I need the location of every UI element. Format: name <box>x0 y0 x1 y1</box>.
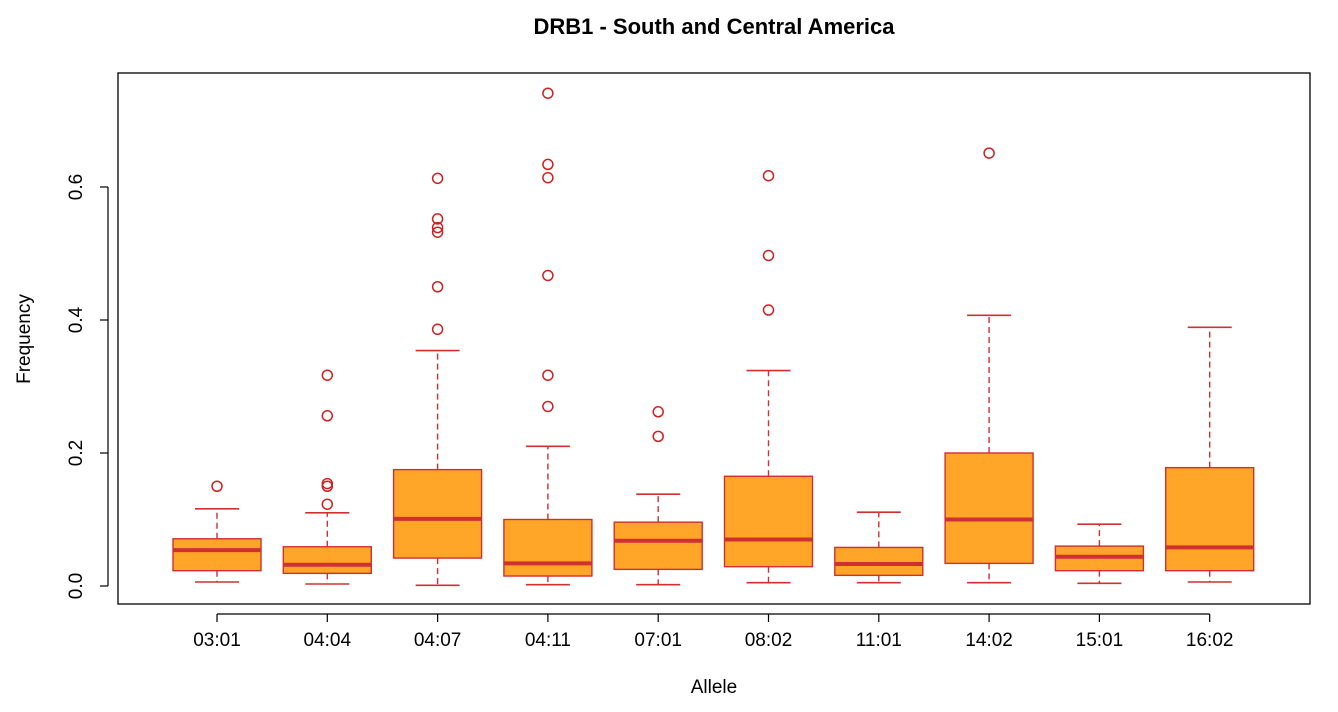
x-axis: 03:01 04:04 04:07 04:11 07:01 08:02 11:01 14:02… <box>193 613 1234 651</box>
box-series <box>172 87 1255 587</box>
x-axis-label: Allele <box>691 677 737 698</box>
outlier-point <box>431 172 444 185</box>
outlier-point <box>431 226 444 238</box>
outlier-point <box>321 369 334 381</box>
box-04-07 <box>392 172 483 587</box>
box-iqr <box>834 546 924 577</box>
box-11-01 <box>834 511 924 584</box>
box-iqr <box>172 538 262 572</box>
box-iqr <box>503 518 593 577</box>
x-tick-label: 14:02 <box>965 630 1013 651</box>
box-iqr <box>944 452 1034 565</box>
x-tick-label: 15:01 <box>1076 630 1124 651</box>
box-08-02 <box>723 169 814 584</box>
x-tick-label: 04:04 <box>304 630 352 651</box>
outlier-point <box>321 477 334 490</box>
x-tick-label: 11:01 <box>856 630 902 651</box>
outlier-point <box>431 281 444 293</box>
y-tick-label: 0.2 <box>66 440 87 466</box>
box-03-01 <box>172 480 262 583</box>
x-tick-label: 04:07 <box>414 630 462 651</box>
box-14-02 <box>944 147 1034 584</box>
box-04-11 <box>503 87 593 586</box>
y-tick-label: 0.0 <box>66 573 87 599</box>
outlier-point <box>431 213 444 225</box>
outlier-point <box>542 369 554 381</box>
box-16-02 <box>1164 326 1255 583</box>
outlier-point <box>542 171 554 184</box>
box-iqr <box>282 546 372 575</box>
outlier-point <box>762 304 775 316</box>
outlier-point <box>542 400 554 413</box>
outlier-point <box>431 323 444 336</box>
outlier-point <box>542 269 554 282</box>
box-15-01 <box>1054 523 1145 585</box>
outlier-point <box>983 147 995 159</box>
box-iqr <box>1164 466 1255 572</box>
x-tick-label: 04:11 <box>525 630 571 651</box>
outlier-point <box>542 158 554 171</box>
box-04-04 <box>282 369 372 585</box>
x-tick-label: 03:01 <box>193 630 241 651</box>
outlier-point <box>431 221 444 234</box>
outlier-point <box>652 430 664 443</box>
y-axis: 0.0 0.2 0.4 0.6 <box>66 174 109 599</box>
outlier-point <box>652 406 664 418</box>
y-tick-label: 0.6 <box>66 174 87 200</box>
y-tick-label: 0.4 <box>66 306 87 333</box>
outlier-point <box>321 498 334 510</box>
y-axis-label: Frequency <box>14 294 35 384</box>
box-iqr <box>613 521 703 571</box>
x-tick-label: 16:02 <box>1186 630 1234 651</box>
plot-frame <box>117 72 1311 605</box>
outlier-point <box>542 87 554 99</box>
outlier-point <box>762 169 775 182</box>
box-iqr <box>392 468 483 559</box>
x-tick-label: 08:02 <box>745 630 793 651</box>
outlier-point <box>211 480 223 492</box>
box-07-01 <box>613 406 703 586</box>
chart-title: DRB1 - South and Central America <box>533 14 895 39</box>
outlier-point <box>321 410 334 422</box>
x-tick-label: 07:01 <box>634 630 682 651</box>
box-iqr <box>723 475 814 568</box>
outlier-point <box>762 249 775 262</box>
